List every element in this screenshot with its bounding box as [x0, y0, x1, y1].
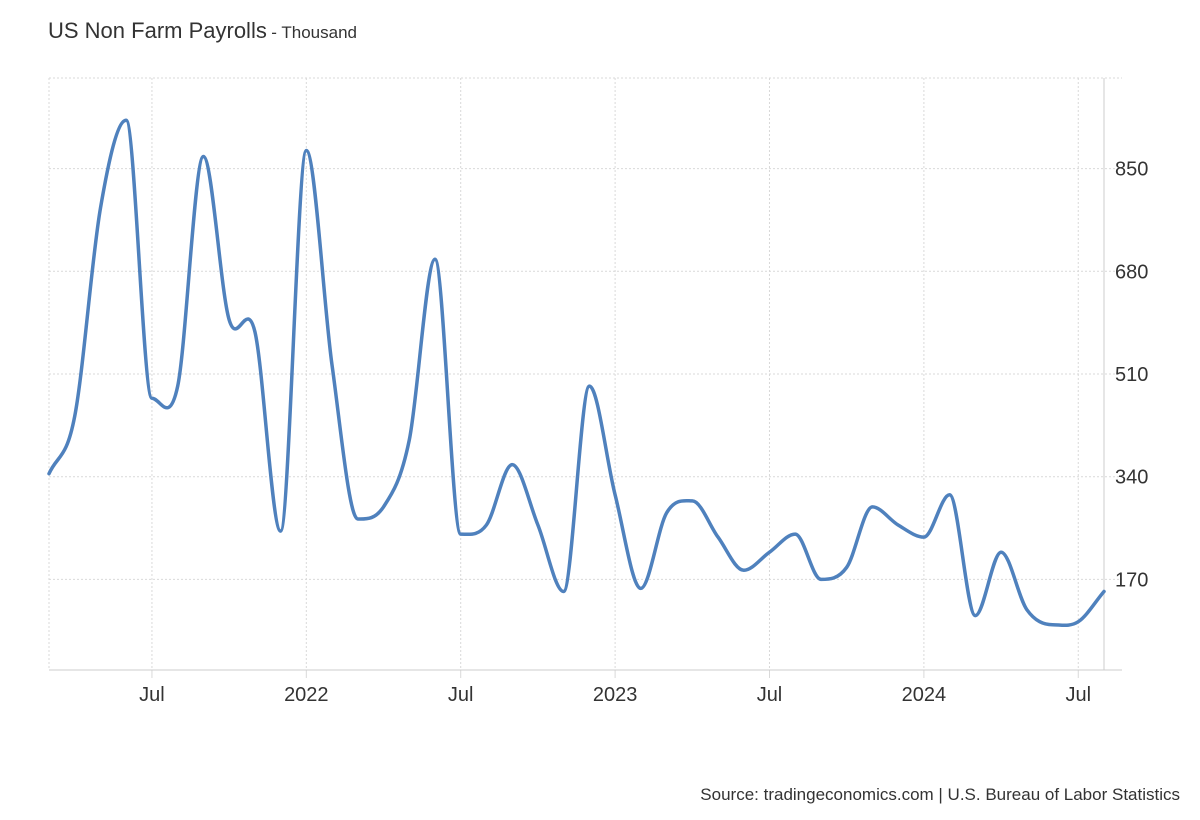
x-tick-label: 2024: [902, 684, 947, 706]
y-tick-label: 510: [1115, 364, 1148, 386]
source-caption: Source: tradingeconomics.com | U.S. Bure…: [700, 785, 1180, 804]
chart-title-block: US Non Farm Payrolls - Thousand: [48, 18, 357, 44]
y-tick-label: 680: [1115, 261, 1148, 283]
chart-subtitle: - Thousand: [271, 23, 357, 42]
x-tick-label: Jul: [1065, 684, 1091, 706]
x-tick-label: 2022: [284, 684, 329, 706]
y-tick-label: 340: [1115, 467, 1148, 489]
x-tick-label: Jul: [757, 684, 783, 706]
series-line-nonfarm-payrolls: [47, 118, 1106, 628]
x-tick-label: Jul: [139, 684, 165, 706]
chart-title: US Non Farm Payrolls: [48, 18, 267, 43]
x-tick-label: Jul: [448, 684, 474, 706]
y-tick-label: 170: [1115, 569, 1148, 591]
y-tick-label: 850: [1115, 159, 1148, 181]
x-tick-label: 2023: [593, 684, 638, 706]
